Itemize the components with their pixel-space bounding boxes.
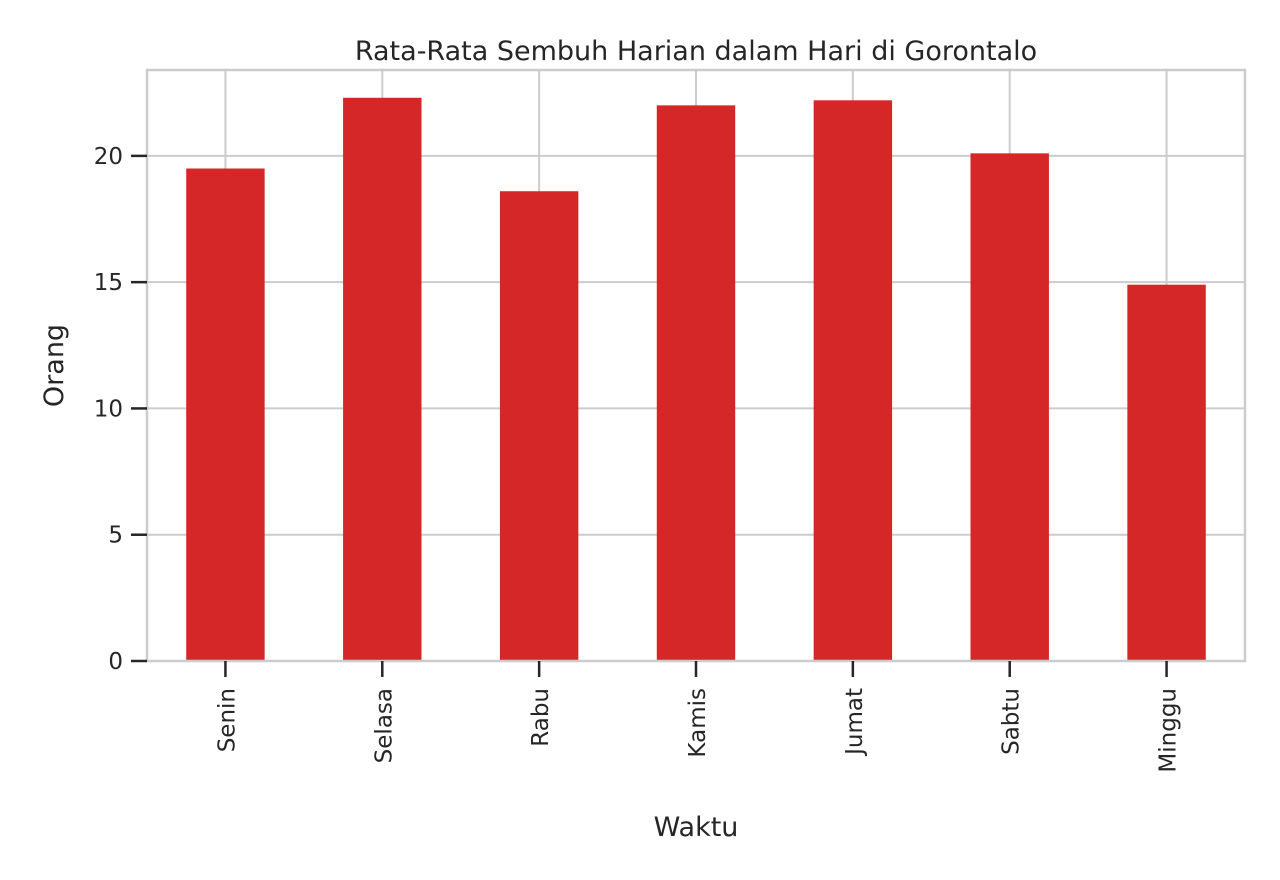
- x-tick-label: Rabu: [528, 688, 554, 747]
- bar-minggu: [1127, 284, 1206, 661]
- y-tick-label: 10: [94, 396, 123, 422]
- x-tick-label: Selasa: [371, 688, 397, 763]
- x-axis-label: Waktu: [654, 812, 739, 843]
- y-axis-label: Orang: [39, 324, 70, 407]
- bar-sabtu: [970, 153, 1049, 661]
- bar-rabu: [499, 191, 579, 661]
- y-tick-label: 15: [94, 270, 123, 296]
- bar-kamis: [656, 105, 736, 662]
- bar-jumat: [813, 100, 893, 662]
- x-tick-label: Kamis: [685, 688, 711, 758]
- y-tick-label: 0: [108, 649, 123, 675]
- x-tick-label: Minggu: [1156, 688, 1182, 773]
- x-tick-label: Jumat: [842, 688, 868, 757]
- bar-selasa: [343, 97, 422, 662]
- x-tick-label: Sabtu: [999, 688, 1025, 755]
- bars: [186, 97, 1206, 662]
- chart-title: Rata-Rata Sembuh Harian dalam Hari di Go…: [355, 36, 1037, 67]
- x-tick-label: Senin: [214, 688, 240, 752]
- y-tick-label: 5: [108, 523, 123, 549]
- ticks: 0 5 10 15 20 Senin Selasa Rabu Kamis Jumat Sabtu Mi…: [94, 144, 1182, 773]
- y-tick-label: 20: [94, 144, 123, 170]
- bar-senin: [186, 168, 265, 661]
